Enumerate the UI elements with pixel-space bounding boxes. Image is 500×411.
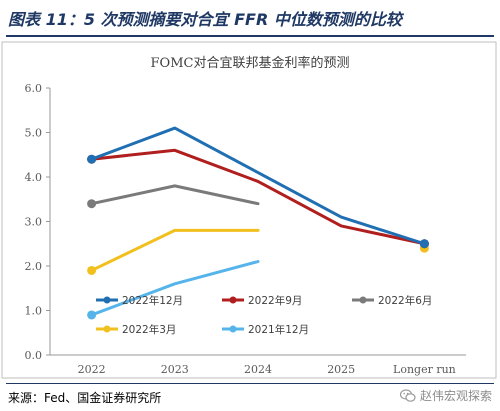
y-tick-label: 5.0 (25, 127, 43, 140)
brand-watermark: 赵伟宏观探索 (399, 387, 492, 404)
series-line (90, 148, 426, 246)
x-tick-label: 2023 (161, 363, 189, 376)
legend-label: 2022年12月 (122, 294, 183, 307)
x-tick-label: 2025 (327, 363, 355, 376)
line-chart: FOMC对合宜联邦基金利率的预测 0.0 1.0 2.0 3.0 4.0 5.0 6.0 202… (1, 41, 497, 379)
series-line (90, 184, 260, 206)
legend-marker (229, 325, 237, 333)
series-line (90, 228, 260, 272)
series-point (87, 154, 97, 164)
series-4 (87, 228, 429, 275)
series-5 (87, 239, 429, 320)
footer-divider (6, 383, 494, 384)
x-tick-label: 2022 (78, 363, 106, 376)
chart-title: FOMC对合宜联邦基金利率的预测 (151, 55, 350, 71)
legend-label: 2021年12月 (248, 323, 309, 336)
series-point (87, 310, 97, 320)
y-tick-label: 4.0 (25, 171, 43, 184)
chart-frame (1, 41, 497, 379)
legend-item: 2022年12月 (96, 294, 183, 307)
legend-item: 2022年3月 (96, 323, 176, 336)
page-title: 图表 11：5 次预测摘要对合宜 FFR 中位数预测的比较 (8, 10, 402, 29)
legend-item: 2021年12月 (222, 323, 309, 336)
series-line (90, 126, 426, 246)
header-divider (6, 35, 494, 37)
x-tick-label: 2024 (244, 363, 272, 376)
legend-item: 2022年9月 (222, 294, 302, 307)
y-tick-label: 0.0 (25, 349, 43, 362)
legend-label: 2022年6月 (378, 294, 432, 307)
brand-name: 赵伟宏观探索 (419, 389, 492, 403)
y-tick-label: 2.0 (25, 260, 43, 273)
y-tick-label: 6.0 (25, 82, 43, 95)
series-1 (87, 126, 429, 249)
legend-marker (229, 296, 237, 304)
series-2 (87, 148, 429, 249)
chart-container: FOMC对合宜联邦基金利率的预测 0.0 1.0 2.0 3.0 4.0 5.0 6.0 202… (0, 38, 500, 380)
x-tick-label: Longer run (393, 363, 456, 376)
legend-marker (103, 325, 111, 333)
series-point (87, 199, 97, 209)
legend-marker (103, 296, 111, 304)
series-3 (87, 184, 429, 249)
legend-item: 2022年6月 (352, 294, 432, 307)
legend-marker (359, 296, 367, 304)
legend-label: 2022年3月 (122, 323, 176, 336)
wechat-icon (399, 388, 416, 402)
legend-label: 2022年9月 (248, 294, 302, 307)
series-point (87, 265, 97, 275)
y-tick-label: 1.0 (25, 305, 43, 318)
series-line (90, 260, 260, 317)
series-point (419, 239, 429, 249)
source-note: 来源：Fed、国金证券研究所 (8, 391, 162, 405)
y-tick-label: 3.0 (25, 216, 43, 229)
